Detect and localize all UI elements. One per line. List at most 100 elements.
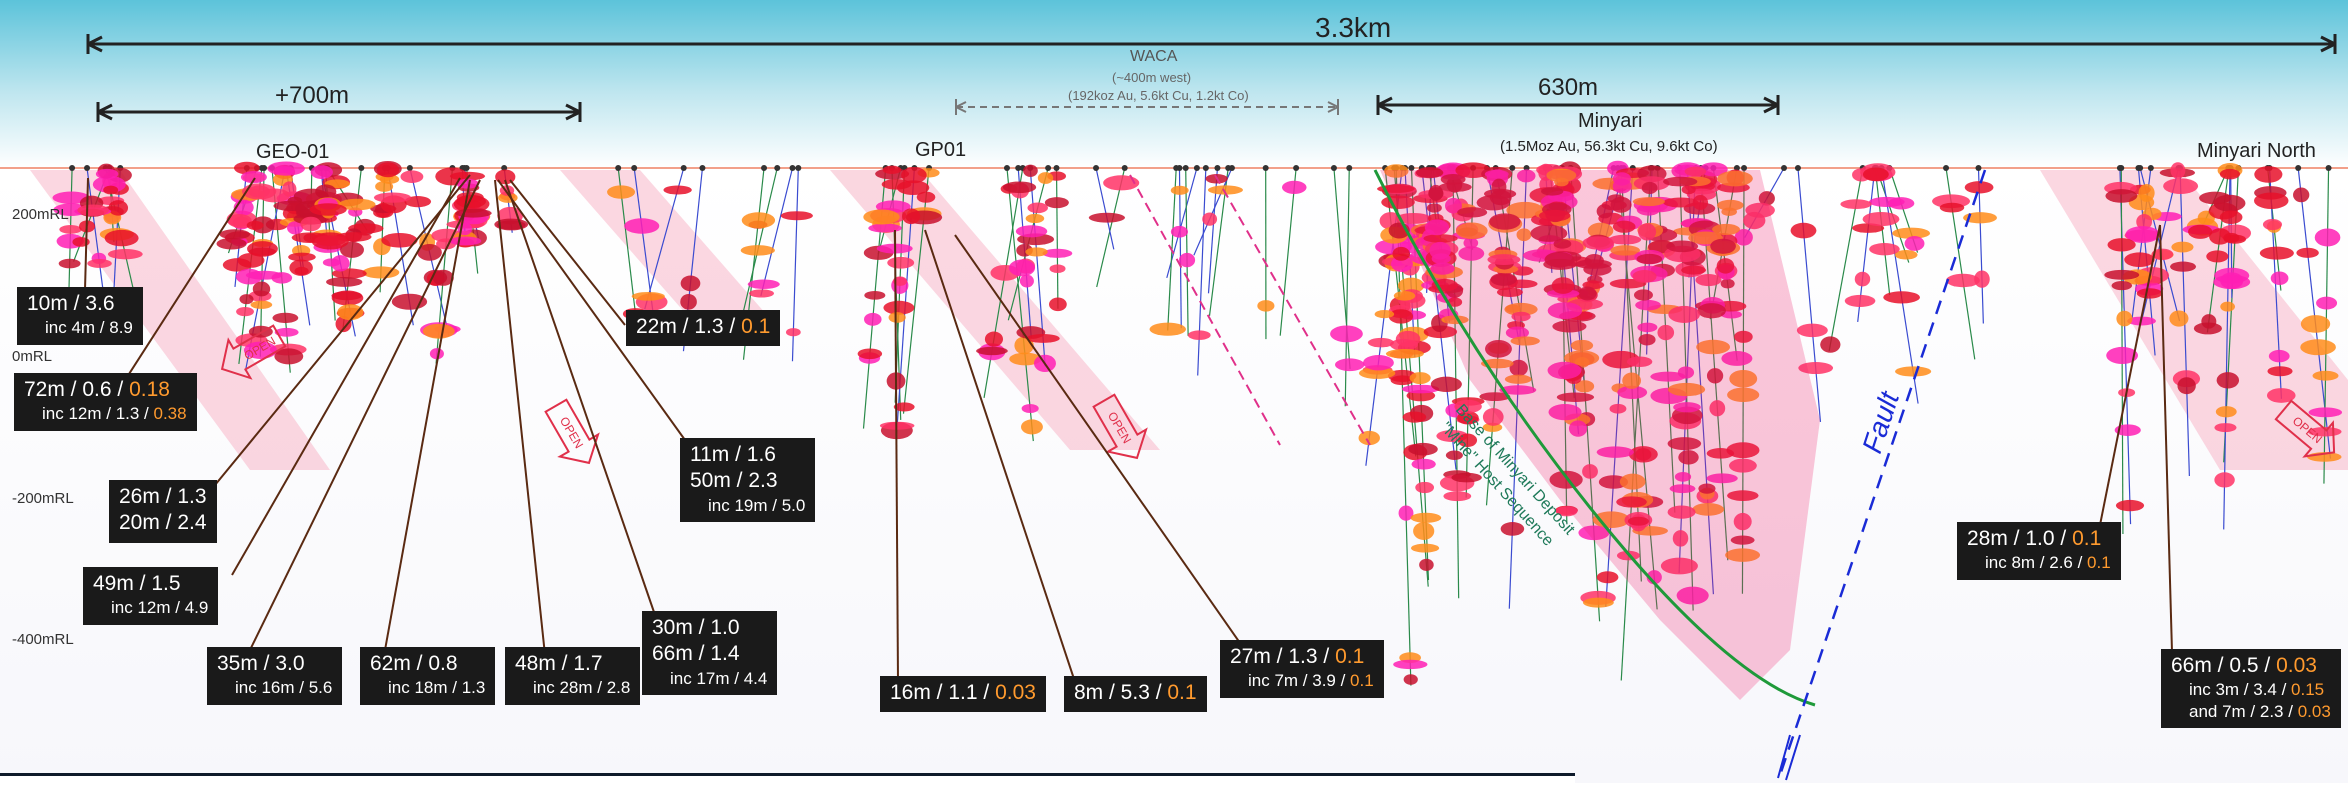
intercept-disc: [248, 185, 269, 197]
intercept-disc: [1188, 330, 1211, 340]
intercept-disc: [449, 237, 481, 246]
intercept-disc: [1845, 295, 1876, 307]
intercept-disc: [1905, 236, 1925, 251]
rl-label-200: 200mRL: [12, 206, 69, 223]
intercept-disc: [1946, 274, 1980, 287]
intercept-disc: [2213, 195, 2245, 212]
geo-length-label: +700m: [275, 82, 349, 110]
intercept-disc: [632, 292, 665, 301]
intercept-disc: [868, 224, 902, 233]
intercept-box-10: 30m / 1.0 66m / 1.4 inc 17m / 4.4: [642, 611, 777, 695]
intercept-disc: [1820, 336, 1840, 352]
intercept-disc: [295, 267, 309, 275]
intercept-disc: [858, 348, 882, 359]
intercept-disc: [377, 162, 399, 177]
intercept-disc: [680, 294, 697, 310]
intercept-box-1: 10m / 3.6 inc 4m / 8.9: [17, 287, 143, 345]
collar-marker: [1173, 165, 1179, 171]
intercept-disc: [2177, 377, 2195, 394]
intercept-disc: [2254, 166, 2282, 183]
intercept-disc: [326, 277, 362, 287]
intercept-disc: [1883, 291, 1920, 303]
intercept-disc: [2254, 192, 2288, 209]
intercept-disc: [1411, 544, 1439, 553]
intercept-disc: [1410, 372, 1431, 384]
intercept-box-5: 49m / 1.5 inc 12m / 4.9: [83, 567, 218, 625]
intercept-disc: [1368, 338, 1394, 347]
intercept-disc: [219, 229, 250, 239]
intercept-disc: [2296, 248, 2318, 258]
intercept-box-7: 35m / 3.0 inc 16m / 5.6: [207, 647, 342, 705]
collar-marker: [631, 165, 637, 171]
intercept-disc: [1335, 358, 1364, 371]
intercept-disc: [883, 166, 902, 174]
intercept-disc: [1840, 199, 1871, 209]
intercept-disc: [1026, 214, 1045, 223]
intercept-box-9: 48m / 1.7 inc 28m / 2.8: [505, 647, 640, 705]
intercept-disc: [311, 232, 349, 249]
bottom-frame-edge: [0, 773, 1575, 786]
intercept-disc: [1895, 366, 1931, 376]
intercept-disc: [2300, 339, 2336, 355]
collar-marker: [2295, 165, 2301, 171]
intercept-disc: [1179, 253, 1195, 267]
collar-marker: [1943, 165, 1949, 171]
intercept-disc: [742, 212, 775, 228]
collar-marker: [1346, 165, 1352, 171]
collar-marker: [1183, 165, 1189, 171]
intercept-disc: [2263, 219, 2282, 230]
intercept-disc: [2214, 268, 2249, 284]
intercept-disc: [1394, 291, 1416, 301]
collar-marker: [774, 165, 780, 171]
intercept-disc: [337, 304, 363, 320]
collar-marker: [1263, 165, 1269, 171]
intercept-disc: [897, 180, 929, 195]
intercept-disc: [2124, 252, 2154, 267]
intercept-disc: [2260, 247, 2294, 260]
intercept-disc: [1171, 226, 1188, 238]
intercept-disc: [607, 185, 635, 198]
collar-marker: [2326, 165, 2332, 171]
collar-marker: [84, 165, 90, 171]
intercept-disc: [1386, 349, 1424, 358]
collar-marker: [1795, 165, 1801, 171]
rl-label-0: 0mRL: [12, 348, 52, 365]
minyari-resource: (1.5Moz Au, 56.3kt Cu, 9.6kt Co): [1500, 138, 1718, 155]
intercept-box-13: 27m / 1.3 / 0.1 inc 7m / 3.9 / 0.1: [1220, 640, 1384, 698]
collar-marker: [761, 165, 767, 171]
collar-marker: [681, 165, 687, 171]
intercept-disc: [2171, 242, 2193, 253]
intercept-disc: [332, 290, 364, 305]
minyari-length-label: 630m: [1538, 74, 1598, 102]
collar-marker: [1004, 165, 1010, 171]
intercept-disc: [1597, 571, 1619, 583]
intercept-disc: [1375, 310, 1394, 318]
intercept-disc: [663, 185, 691, 194]
intercept-disc: [1027, 203, 1048, 214]
intercept-disc: [864, 313, 882, 326]
intercept-disc: [2112, 281, 2132, 290]
intercept-box-6: 11m / 1.6 50m / 2.3 inc 19m / 5.0: [680, 438, 815, 522]
intercept-disc: [2217, 372, 2239, 388]
intercept-disc: [2116, 311, 2132, 327]
intercept-disc: [1403, 412, 1427, 423]
intercept-disc: [2313, 371, 2339, 381]
collar-marker: [1054, 165, 1060, 171]
intercept-disc: [1045, 197, 1069, 208]
collar-marker: [259, 165, 265, 171]
collar-marker: [1331, 165, 1337, 171]
intercept-box-3: 22m / 1.3 / 0.1: [626, 310, 780, 346]
intercept-disc: [423, 324, 455, 339]
intercept-disc: [2223, 233, 2239, 243]
intercept-disc: [1282, 181, 1307, 194]
collar-marker: [2118, 165, 2124, 171]
intercept-disc: [1050, 264, 1066, 273]
intercept-disc: [1363, 355, 1394, 370]
intercept-disc: [1009, 260, 1035, 277]
intercept-disc: [1431, 377, 1462, 392]
intercept-disc: [1026, 334, 1059, 343]
intercept-disc: [105, 230, 139, 246]
intercept-disc: [2170, 162, 2185, 179]
intercept-disc: [238, 253, 265, 268]
